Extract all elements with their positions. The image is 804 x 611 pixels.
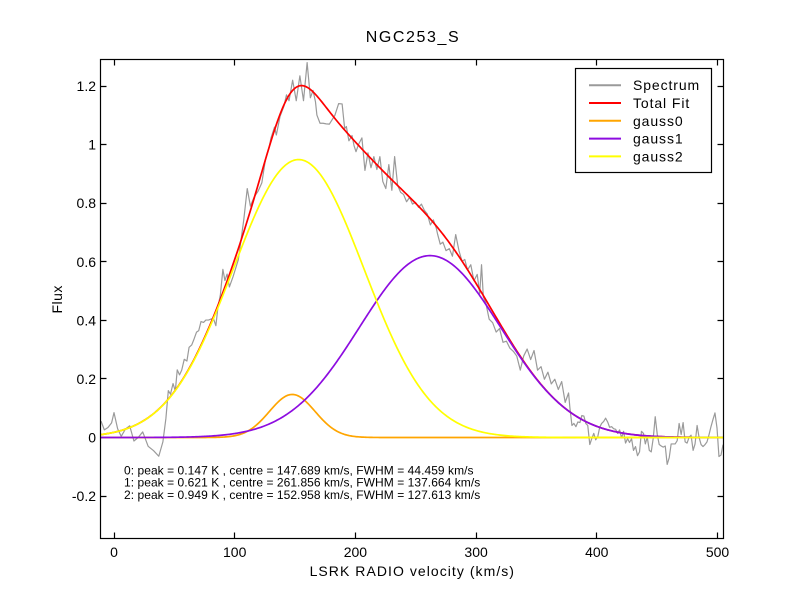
svg-text:-0.2: -0.2 xyxy=(72,488,96,504)
svg-text:1.2: 1.2 xyxy=(77,78,97,94)
svg-text:0.2: 0.2 xyxy=(77,371,97,387)
svg-text:NGC253_S: NGC253_S xyxy=(366,29,461,46)
svg-text:gauss1: gauss1 xyxy=(633,131,684,147)
svg-text:1: peak = 0.621 K , centre = 2: 1: peak = 0.621 K , centre = 261.856 km/… xyxy=(124,476,480,490)
svg-text:Spectrum: Spectrum xyxy=(633,77,700,93)
svg-text:gauss2: gauss2 xyxy=(633,148,684,164)
svg-text:500: 500 xyxy=(706,544,730,560)
svg-text:2: peak = 0.949 K , centre = 1: 2: peak = 0.949 K , centre = 152.958 km/… xyxy=(124,488,480,502)
svg-text:Flux: Flux xyxy=(49,285,65,313)
svg-text:gauss0: gauss0 xyxy=(633,113,684,129)
svg-text:0.4: 0.4 xyxy=(77,312,97,328)
svg-text:0: 0 xyxy=(110,544,118,560)
svg-text:LSRK RADIO velocity (km/s): LSRK RADIO velocity (km/s) xyxy=(310,563,515,579)
svg-text:200: 200 xyxy=(344,544,368,560)
svg-text:0: peak = 0.147 K , centre = 1: 0: peak = 0.147 K , centre = 147.689 km/… xyxy=(124,463,474,477)
svg-text:Total Fit: Total Fit xyxy=(633,95,690,111)
svg-text:0.8: 0.8 xyxy=(77,195,97,211)
svg-text:1: 1 xyxy=(88,137,96,153)
svg-text:300: 300 xyxy=(464,544,488,560)
svg-text:400: 400 xyxy=(585,544,609,560)
svg-text:0: 0 xyxy=(88,430,96,446)
svg-text:0.6: 0.6 xyxy=(77,254,97,270)
svg-text:100: 100 xyxy=(223,544,247,560)
